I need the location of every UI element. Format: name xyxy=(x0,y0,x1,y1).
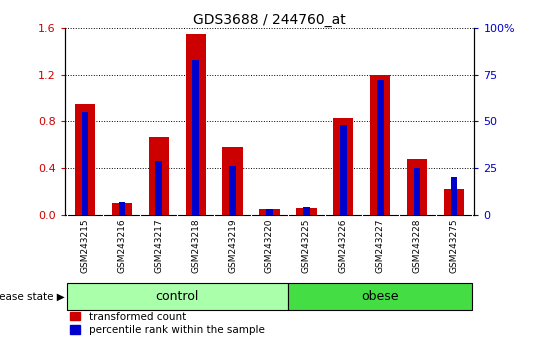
Text: control: control xyxy=(156,290,199,303)
Bar xyxy=(288,283,473,310)
Text: disease state ▶: disease state ▶ xyxy=(0,292,64,302)
Text: obese: obese xyxy=(362,290,399,303)
Bar xyxy=(444,189,464,215)
Text: GSM243218: GSM243218 xyxy=(191,218,200,273)
Legend: transformed count, percentile rank within the sample: transformed count, percentile rank withi… xyxy=(70,312,265,335)
Text: GSM243219: GSM243219 xyxy=(228,218,237,273)
Bar xyxy=(192,60,199,215)
Text: GSM243226: GSM243226 xyxy=(339,218,348,273)
Bar xyxy=(149,137,169,215)
Text: GSM243220: GSM243220 xyxy=(265,218,274,273)
Bar xyxy=(259,209,280,215)
Bar xyxy=(451,177,458,215)
Bar xyxy=(75,104,95,215)
Bar xyxy=(155,161,162,215)
Text: GSM243227: GSM243227 xyxy=(376,218,385,273)
Text: GSM243275: GSM243275 xyxy=(450,218,459,273)
Bar xyxy=(414,168,420,215)
Bar xyxy=(185,34,206,215)
Bar xyxy=(333,118,354,215)
Text: GSM243225: GSM243225 xyxy=(302,218,311,273)
Bar xyxy=(340,125,347,215)
Bar xyxy=(266,209,273,215)
Text: GSM243216: GSM243216 xyxy=(118,218,126,273)
Bar xyxy=(377,80,384,215)
Bar xyxy=(407,159,427,215)
Bar xyxy=(303,207,310,215)
Text: GSM243215: GSM243215 xyxy=(80,218,89,273)
Bar xyxy=(223,147,243,215)
Text: GSM243217: GSM243217 xyxy=(154,218,163,273)
Bar xyxy=(229,166,236,215)
Bar xyxy=(66,283,288,310)
Title: GDS3688 / 244760_at: GDS3688 / 244760_at xyxy=(193,13,346,27)
Bar xyxy=(119,201,125,215)
Text: GSM243228: GSM243228 xyxy=(413,218,421,273)
Bar xyxy=(296,207,316,215)
Bar xyxy=(112,203,132,215)
Bar xyxy=(370,75,390,215)
Bar xyxy=(81,112,88,215)
